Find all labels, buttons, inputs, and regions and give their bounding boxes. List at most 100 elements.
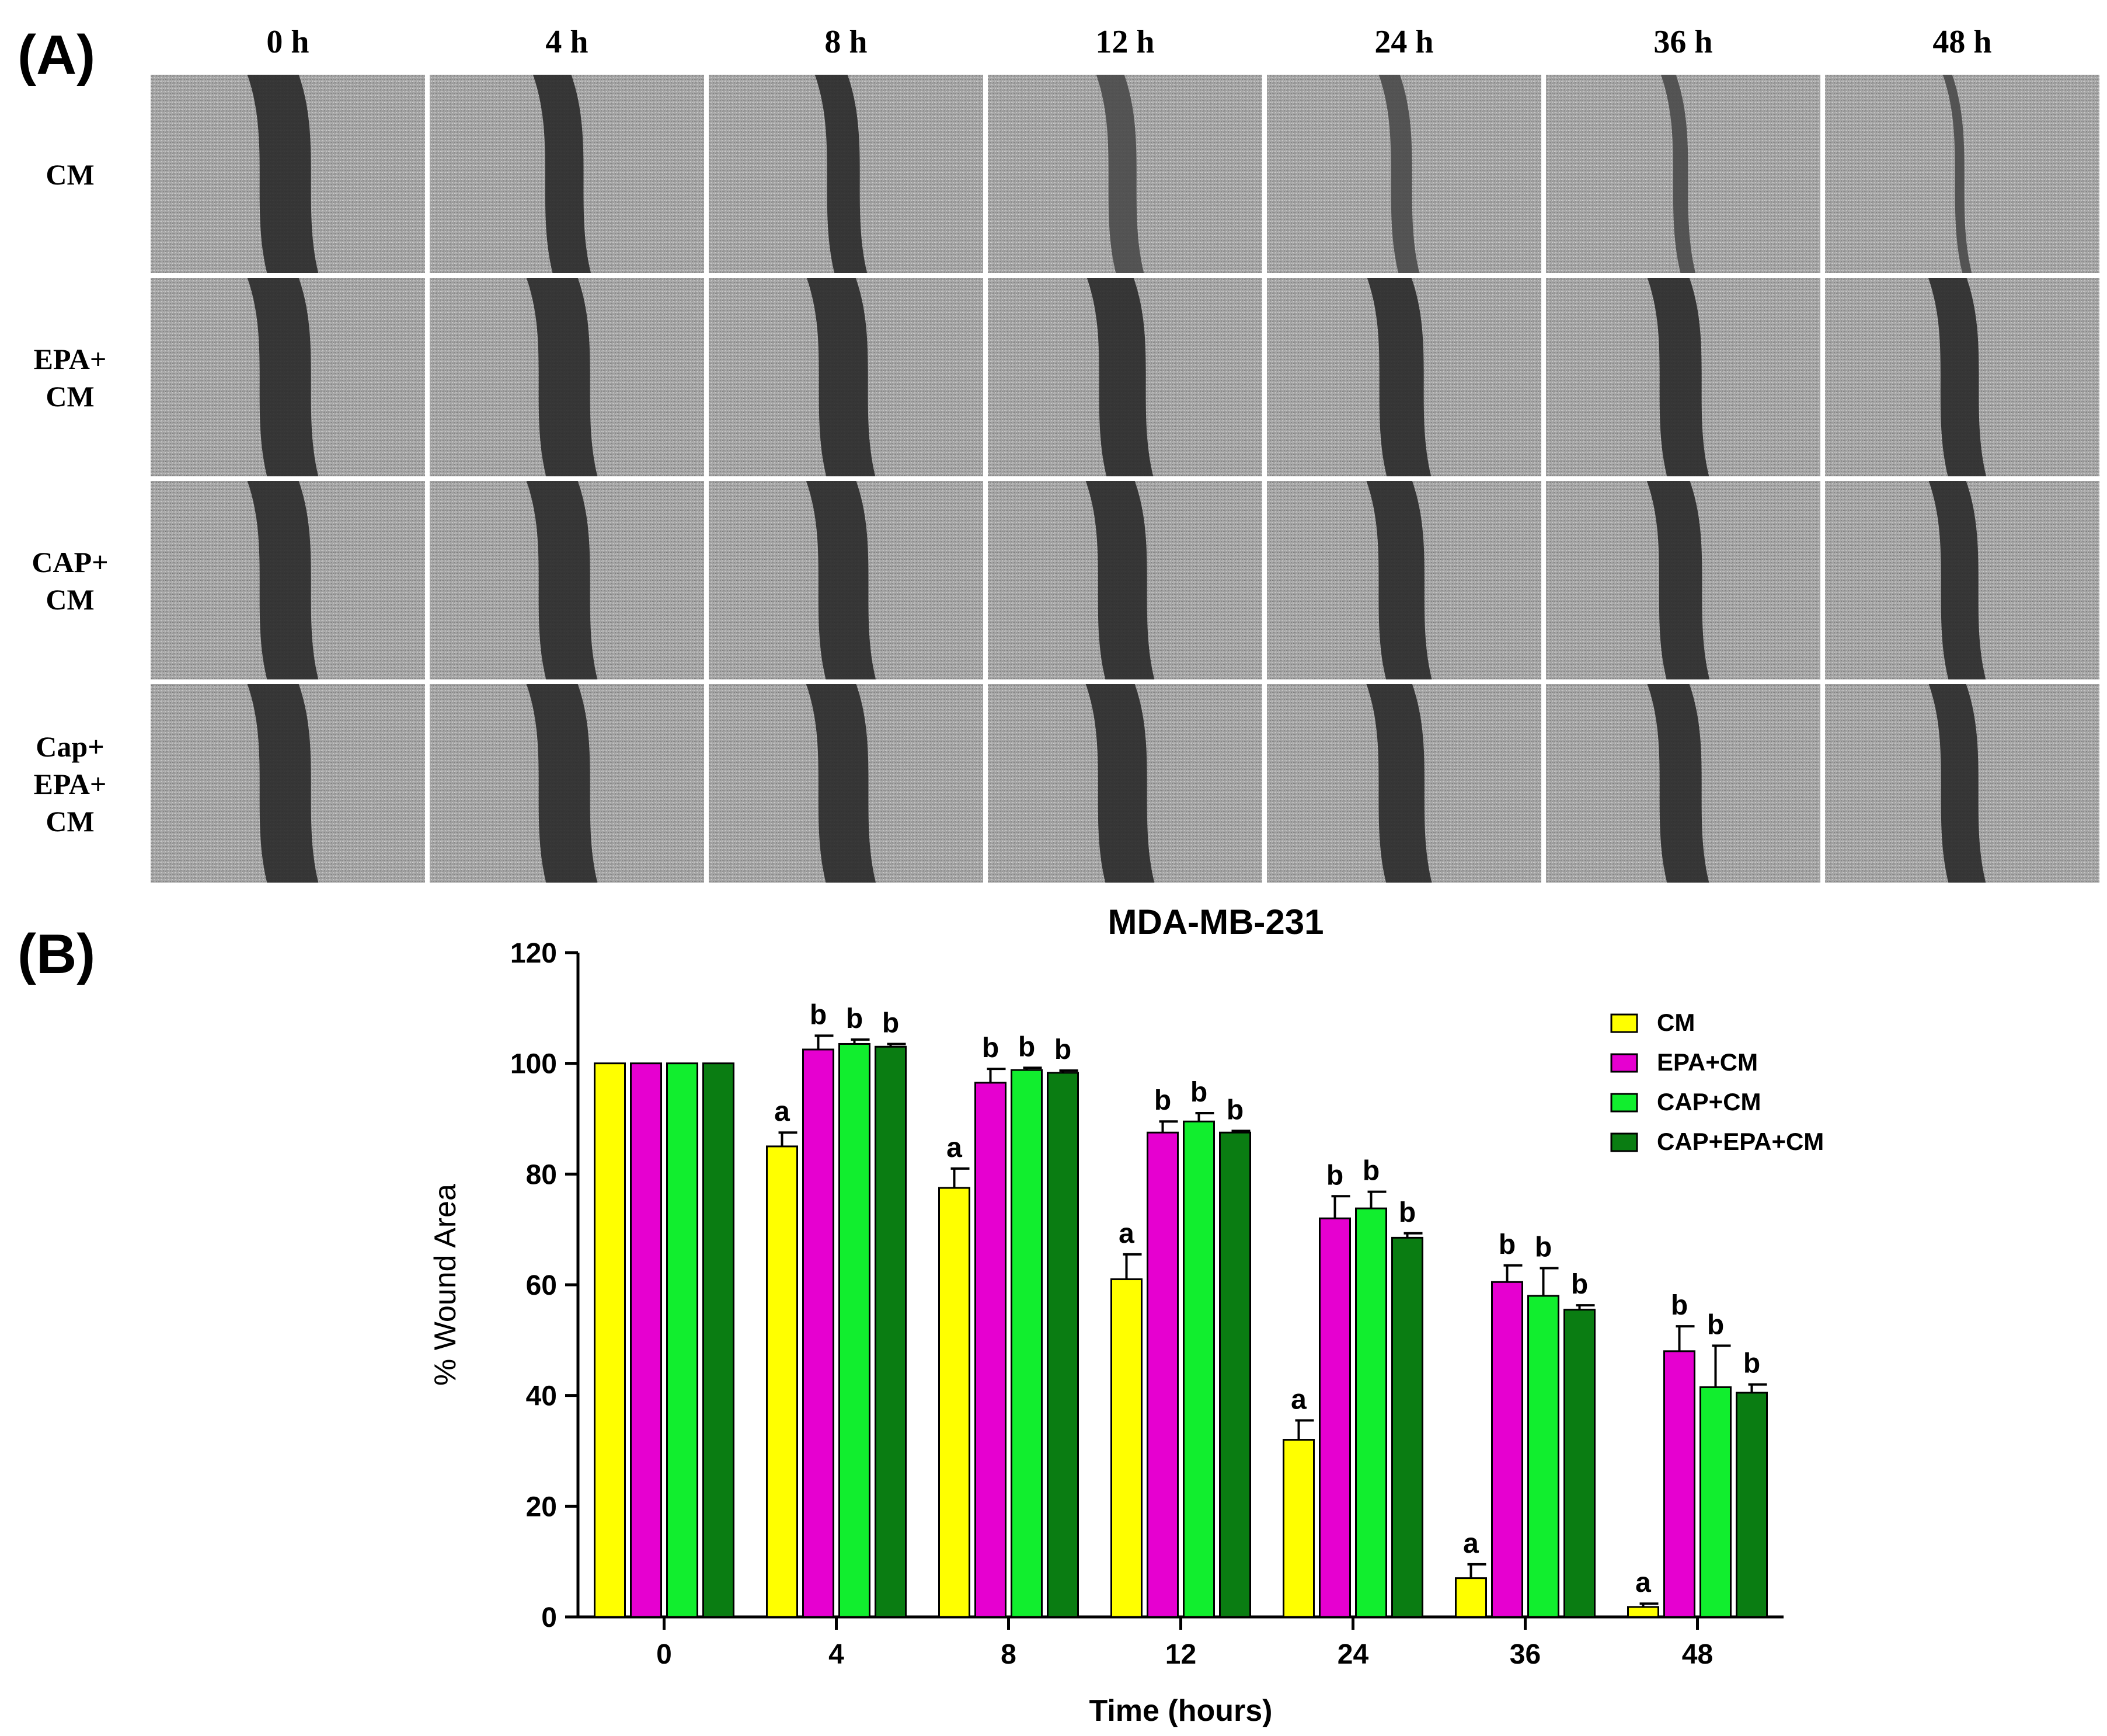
- micrograph-panel: 0 h 4 h 8 h 12 h 24 h 36 h 48 h CM EPA+ CM CAP+ CM C…: [32, 24, 2099, 883]
- bar: [1627, 1606, 1659, 1618]
- row-label: EPA+: [34, 343, 107, 375]
- bar: [1283, 1439, 1315, 1618]
- wound-gap: [1367, 278, 1432, 476]
- panel-a-label: (A): [18, 24, 96, 86]
- wound-gap: [1942, 75, 1972, 273]
- wound-gap: [1646, 481, 1710, 679]
- micrograph-tile: [1825, 278, 2099, 476]
- significance-label: b: [1671, 1290, 1688, 1321]
- micrograph-tile: [709, 75, 983, 273]
- bar: [702, 1062, 734, 1618]
- bar: [1699, 1386, 1732, 1618]
- bar: [1527, 1295, 1559, 1618]
- row-label: Cap+: [36, 730, 104, 763]
- wound-gap: [247, 75, 319, 273]
- micrograph-tile: [988, 684, 1262, 883]
- bar: [838, 1043, 870, 1618]
- y-tick-label: 20: [526, 1491, 557, 1522]
- wound-gap: [1085, 684, 1155, 883]
- panel-b-label: (B): [18, 923, 96, 985]
- micrograph-tile: [430, 278, 704, 476]
- wound-gap: [806, 278, 876, 476]
- bar: [766, 1145, 798, 1618]
- micrograph-tile: [709, 684, 983, 883]
- y-tick-label: 80: [526, 1159, 557, 1190]
- wound-gap: [247, 278, 319, 476]
- significance-label: b: [1499, 1229, 1516, 1260]
- significance-label: b: [882, 1008, 899, 1038]
- bar: [630, 1062, 662, 1618]
- chart-title: MDA-MB-231: [1108, 902, 1324, 942]
- time-label: 24 h: [1374, 24, 1433, 60]
- wound-gap: [1647, 278, 1709, 476]
- wound-gap: [1378, 75, 1420, 273]
- time-label: 0 h: [266, 24, 309, 60]
- time-label: 48 h: [1932, 24, 1991, 60]
- legend-label: CM: [1657, 1009, 1695, 1036]
- wound-gap: [532, 75, 591, 273]
- bar: [1391, 1236, 1423, 1618]
- y-tick-label: 100: [510, 1049, 557, 1080]
- micrograph-tile: [151, 75, 425, 273]
- micrograph-tile: [1825, 684, 2099, 883]
- bar: [938, 1187, 970, 1618]
- significance-label: a: [946, 1132, 962, 1163]
- wound-gap: [1928, 278, 1987, 476]
- x-tick-label: 36: [1510, 1639, 1541, 1670]
- bar: [1011, 1069, 1043, 1618]
- micrograph-tile: [988, 75, 1262, 273]
- time-label: 36 h: [1653, 24, 1712, 60]
- wound-gap: [806, 684, 876, 883]
- micrograph-tile: [430, 75, 704, 273]
- wound-gap: [814, 75, 868, 273]
- wound-gap: [1366, 481, 1432, 679]
- row-label: CM: [46, 158, 94, 191]
- micrograph-tile: [1825, 75, 2099, 273]
- micrograph-tile: [1267, 278, 1541, 476]
- x-tick-label: 24: [1338, 1639, 1369, 1670]
- legend-label: CAP+EPA+CM: [1657, 1128, 1824, 1155]
- bar: [974, 1082, 1007, 1618]
- significance-label: a: [1635, 1567, 1651, 1598]
- significance-label: b: [1326, 1160, 1343, 1191]
- micrograph-tile: [1825, 481, 2099, 679]
- significance-label: b: [982, 1033, 999, 1064]
- micrograph-tile: [1267, 75, 1541, 273]
- legend-label: EPA+CM: [1657, 1048, 1758, 1076]
- legend-swatch: [1610, 1093, 1638, 1113]
- row-label: CM: [46, 380, 94, 413]
- x-tick-label: 0: [656, 1639, 672, 1670]
- bar: [802, 1048, 834, 1618]
- micrograph-tile: [430, 481, 704, 679]
- micrograph-tile: [1267, 481, 1541, 679]
- micrograph-tile: [988, 278, 1262, 476]
- y-axis-label: % Wound Area: [429, 1184, 462, 1386]
- row-label: CAP+: [32, 546, 108, 578]
- legend-swatch: [1610, 1013, 1638, 1033]
- micrograph-tile: [151, 481, 425, 679]
- bar: [1563, 1309, 1596, 1618]
- micrograph-tile: [1546, 278, 1820, 476]
- significance-label: b: [1190, 1077, 1207, 1108]
- significance-label: b: [1154, 1085, 1171, 1116]
- bar: [1219, 1131, 1251, 1618]
- time-label: 4 h: [545, 24, 588, 60]
- bar: [1491, 1281, 1523, 1618]
- bar: [1736, 1392, 1768, 1618]
- wound-gap: [526, 278, 598, 476]
- bar: [1110, 1278, 1143, 1618]
- wound-gap: [1366, 684, 1432, 883]
- significance-label: a: [1291, 1384, 1307, 1415]
- y-tick-label: 0: [541, 1602, 557, 1633]
- wound-gap: [1928, 481, 1986, 679]
- micrograph-tile: [151, 278, 425, 476]
- row-label: EPA+: [34, 768, 107, 800]
- wound-gap: [1085, 481, 1155, 679]
- significance-label: b: [810, 999, 827, 1030]
- time-label: 12 h: [1095, 24, 1154, 60]
- significance-label: b: [1743, 1348, 1760, 1379]
- significance-label: a: [774, 1096, 790, 1127]
- micrograph-tile: [709, 481, 983, 679]
- micrograph-tile: [151, 684, 425, 883]
